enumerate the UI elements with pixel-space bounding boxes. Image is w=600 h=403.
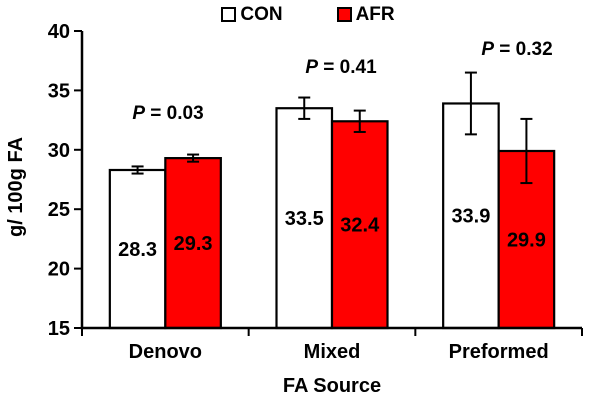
error-bar-afr-mixed	[353, 109, 366, 133]
afr-swatch-icon	[336, 7, 352, 22]
p-value-label-mixed: P = 0.41	[305, 57, 377, 78]
x-tick-label-denovo: Denovo	[129, 341, 202, 363]
legend: CON AFR	[8, 5, 600, 24]
legend-label-afr: AFR	[355, 4, 395, 25]
p-value-label-preformed: P = 0.32	[481, 39, 552, 60]
value-label-con-mixed: 33.5	[285, 208, 324, 230]
y-tick-label-20: 20	[48, 259, 70, 281]
legend-item-afr: AFR	[336, 4, 395, 25]
bar-con-denovo	[108, 168, 167, 330]
p-value-label-denovo: P = 0.03	[132, 103, 203, 124]
error-bar-afr-preformed	[520, 117, 533, 185]
legend-label-con: CON	[240, 4, 283, 25]
legend-item-con: CON	[221, 4, 283, 25]
value-label-afr-denovo: 29.3	[174, 233, 213, 255]
x-tick-label-mixed: Mixed	[304, 341, 361, 363]
error-bar-con-preformed	[464, 71, 477, 136]
value-label-afr-preformed: 29.9	[507, 229, 546, 251]
con-swatch-icon	[221, 7, 237, 22]
error-bar-con-denovo	[131, 165, 144, 175]
y-tick-label-40: 40	[48, 21, 70, 43]
y-tick-label-25: 25	[48, 199, 70, 221]
y-tick-label-15: 15	[48, 318, 70, 340]
value-label-afr-mixed: 32.4	[340, 215, 380, 237]
y-axis-title: g/ 100g FA	[5, 137, 27, 237]
error-bar-afr-denovo	[187, 153, 200, 163]
y-tick-label-30: 30	[48, 140, 70, 162]
y-tick-label-35: 35	[48, 80, 70, 102]
value-label-con-denovo: 28.3	[118, 239, 157, 261]
error-bar-con-mixed	[298, 96, 311, 120]
x-tick-label-preformed: Preformed	[449, 341, 549, 363]
value-label-con-preformed: 33.9	[451, 206, 490, 228]
x-axis-title: FA Source	[283, 375, 381, 397]
